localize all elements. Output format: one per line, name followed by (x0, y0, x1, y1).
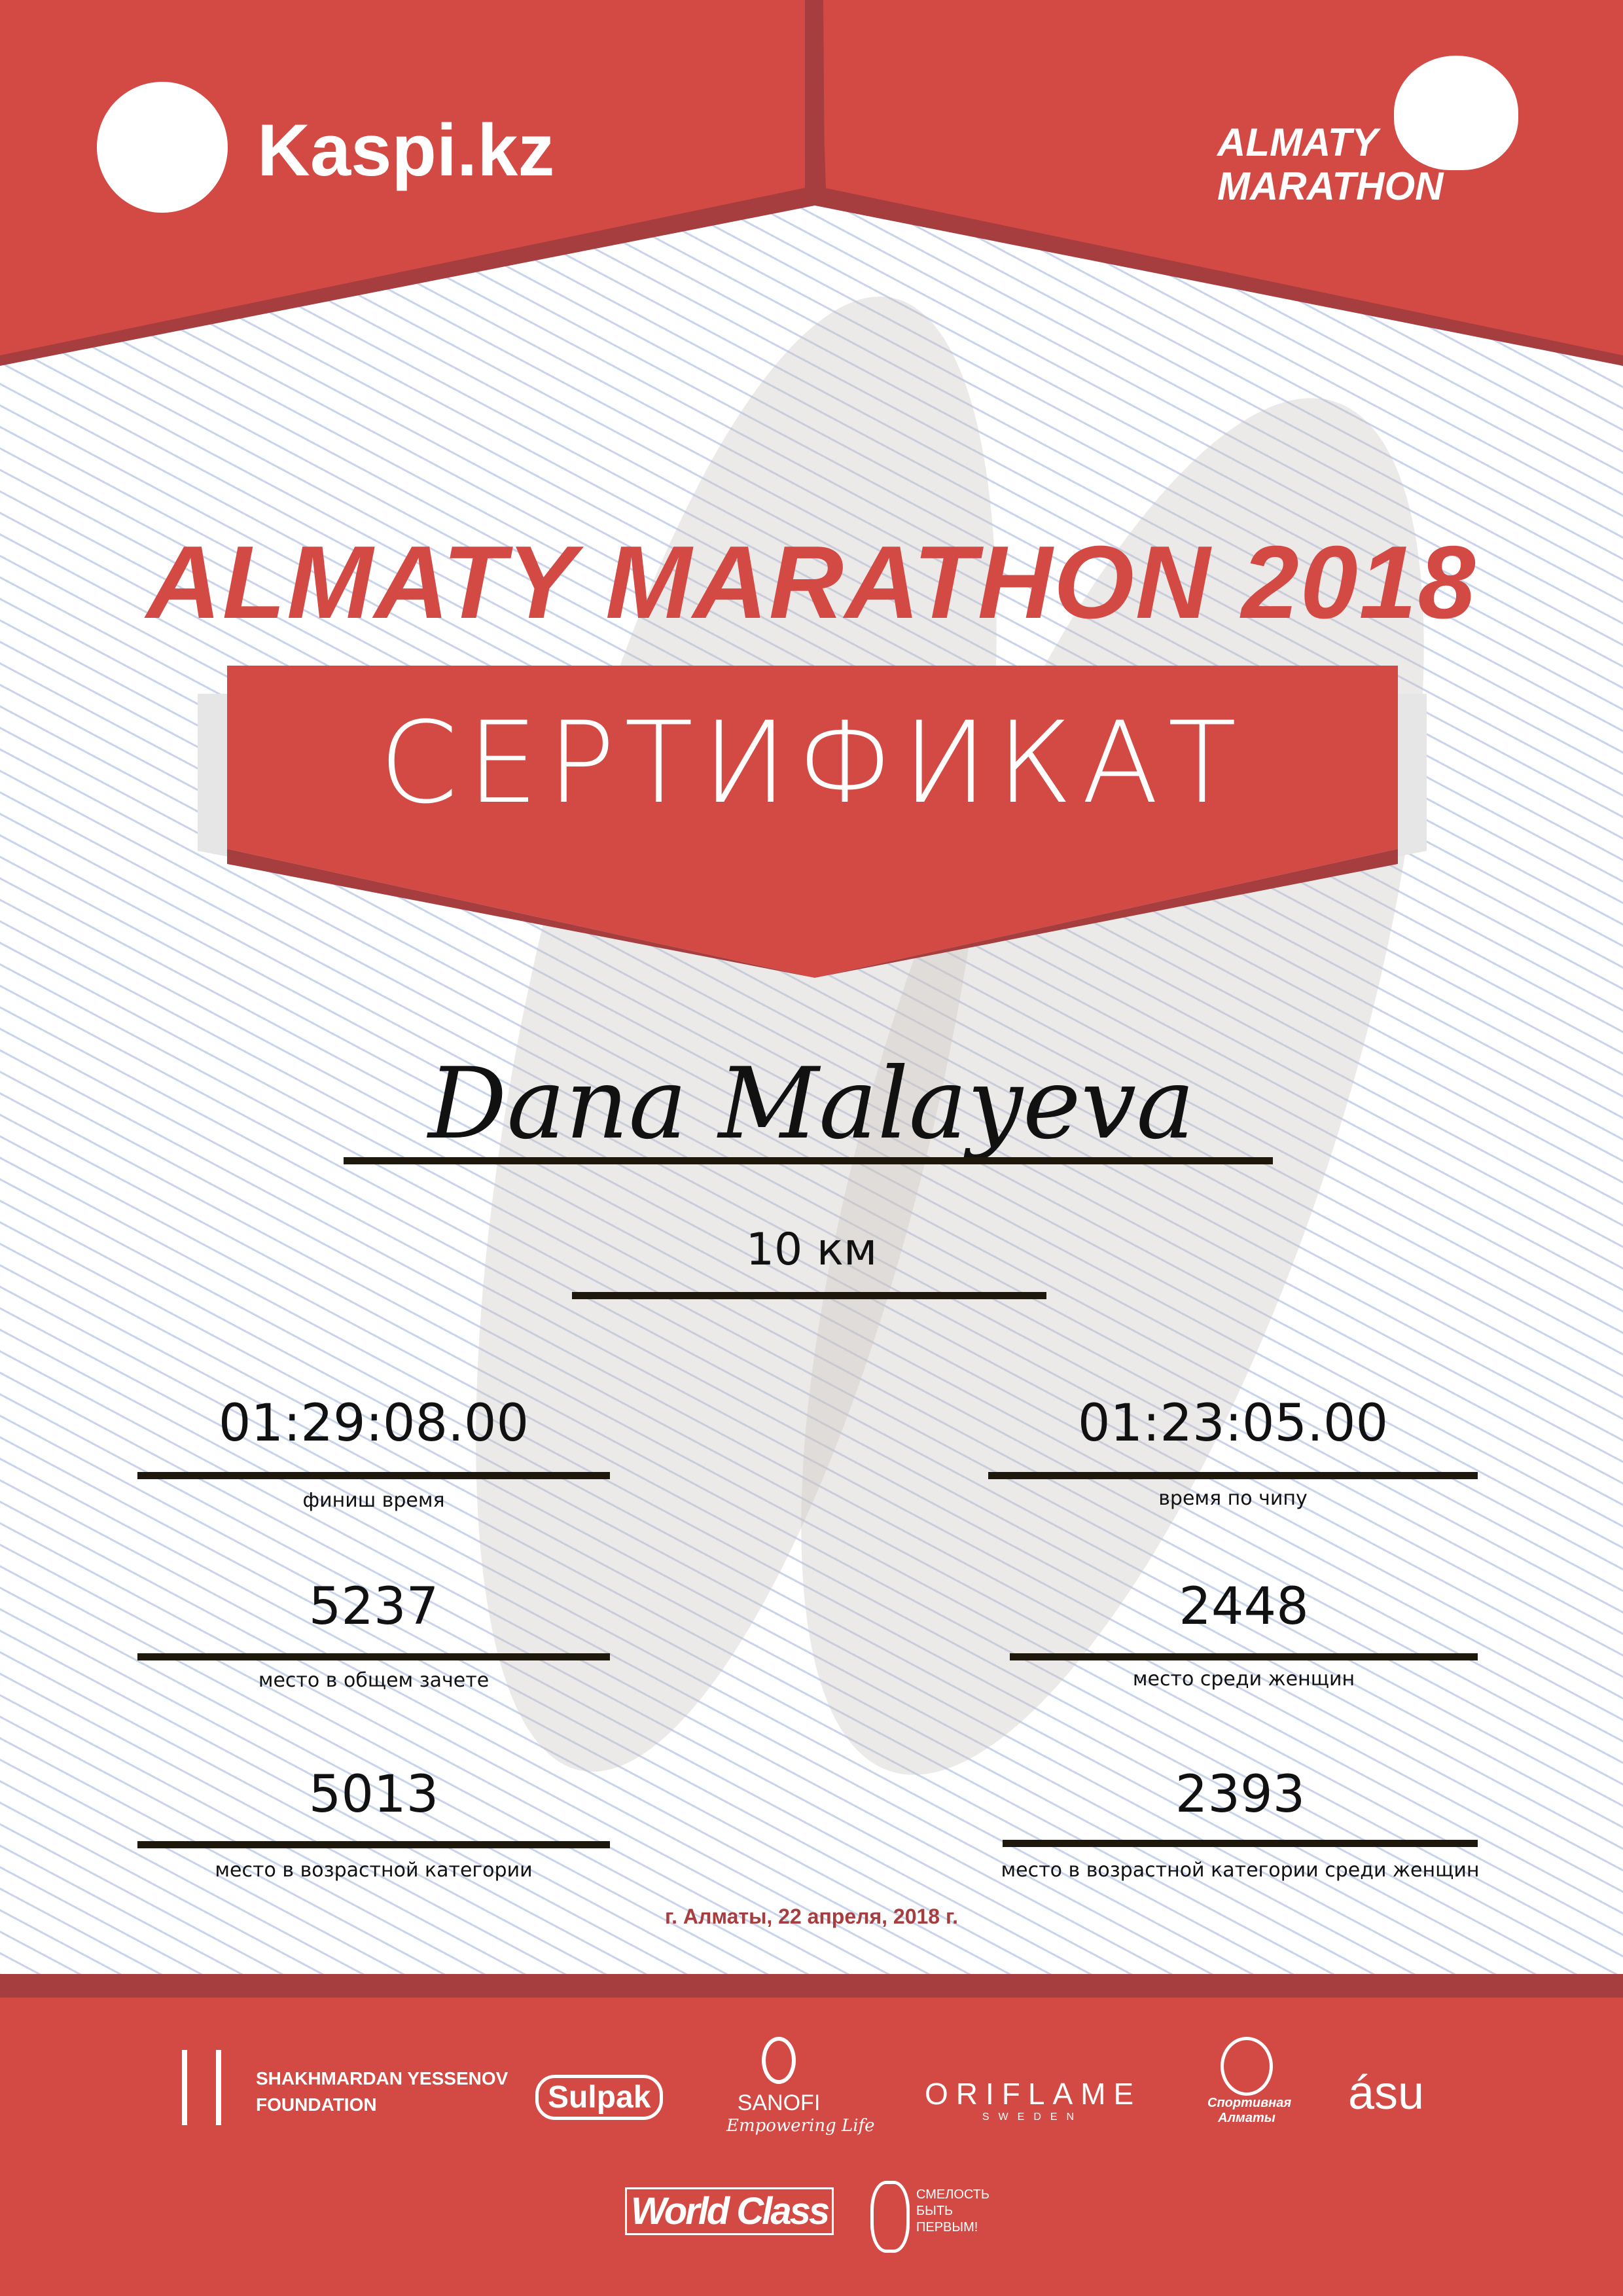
kaspi-wordmark: Kaspi.kz (257, 109, 555, 191)
age-women-place-label: место в возрастной категории среди женщи… (1001, 1859, 1480, 1882)
sport-almaty-icon (1221, 2037, 1273, 2096)
age-place-rule (137, 1841, 610, 1848)
overall-place-label: место в общем зачете (258, 1669, 490, 1692)
logo-line2: MARATHON (1217, 164, 1444, 208)
logo-line1: ALMATY (1217, 120, 1378, 164)
yessenov-icon (182, 2050, 221, 2125)
chip-time-rule (988, 1472, 1478, 1479)
distance: 10 км (745, 1224, 878, 1276)
women-place-rule (1010, 1653, 1478, 1660)
kaspi-icon (97, 82, 228, 213)
sanofi-logo: SANOFI Empowering Life (726, 2037, 875, 2136)
sanofi-tagline: Empowering Life (726, 2116, 875, 2136)
participant-name: Dana Malayeva (428, 1047, 1195, 1161)
oriflame-logo: ORIFLAME SWEDEN (925, 2076, 1141, 2123)
date-location: г. Алматы, 22 апреля, 2018 г. (665, 1905, 958, 1928)
sport-almaty-logo: Спортивная Алматы (1207, 2037, 1292, 2126)
worldclass-logo: World Class (625, 2187, 834, 2235)
chip-time-label: время по чипу (1158, 1487, 1308, 1510)
runner-icon (1394, 56, 1518, 170)
fund-runner-icon (870, 2181, 910, 2253)
certificate-banner (198, 666, 1427, 978)
women-place-label: место среди женщин (1132, 1668, 1355, 1691)
sport-almaty-text: Спортивная Алматы (1207, 2096, 1292, 2125)
fund-line3: ПЕРВЫМ! (916, 2220, 978, 2234)
age-place-label: место в возрастной категории (215, 1859, 533, 1882)
sulpak-logo: Sulpak (535, 2075, 664, 2120)
finish-time-value: 01:29:08.00 (218, 1394, 529, 1453)
overall-place-rule (137, 1653, 610, 1660)
sanofi-icon (762, 2037, 796, 2084)
distance-underline (572, 1292, 1046, 1299)
header-banner (0, 0, 1623, 366)
certificate-label: СЕРТИФИКАТ (379, 697, 1246, 829)
women-place-value: 2448 (1179, 1577, 1309, 1636)
asu-logo: ásu (1348, 2067, 1425, 2119)
finish-time-rule (137, 1472, 610, 1479)
yessenov-line2: FOUNDATION (256, 2094, 377, 2115)
chip-time-value: 01:23:05.00 (1077, 1394, 1389, 1453)
sanofi-wordmark: SANOFI (737, 2090, 821, 2115)
finish-time-label: финиш время (302, 1489, 445, 1512)
event-title: ALMATY MARATHON 2018 (146, 525, 1477, 640)
name-underline (344, 1157, 1273, 1164)
yessenov-line1: SHAKHMARDAN YESSENOV (256, 2068, 508, 2089)
age-place-value: 5013 (308, 1765, 439, 1824)
oriflame-sub: SWEDEN (982, 2111, 1084, 2123)
overall-place-value: 5237 (308, 1577, 439, 1636)
fund-line1: СМЕЛОСТЬ (916, 2187, 990, 2202)
footer-stripe (0, 1974, 1623, 1998)
sponsors-footer: SHAKHMARDAN YESSENOV FOUNDATION Sulpak S… (0, 1998, 1623, 2296)
fund-line2: БЫТЬ (916, 2204, 954, 2218)
age-women-place-value: 2393 (1175, 1765, 1306, 1824)
age-women-place-rule (1003, 1840, 1478, 1847)
oriflame-wordmark: ORIFLAME (925, 2077, 1142, 2111)
